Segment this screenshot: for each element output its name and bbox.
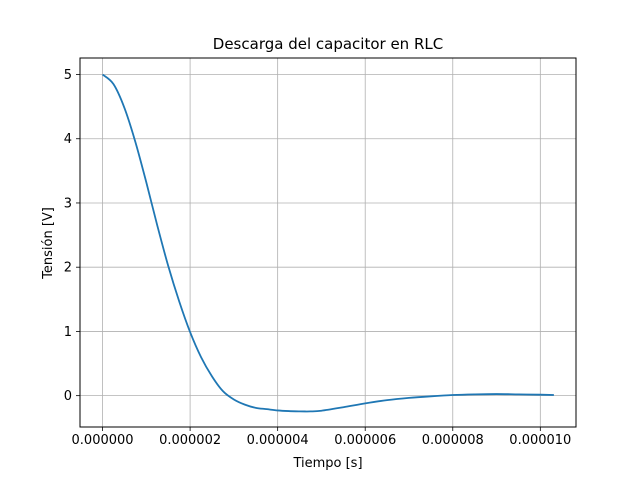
x-tick-label: 0.000008 — [422, 433, 484, 448]
series — [101, 73, 554, 413]
x-tick-label: 0.000010 — [509, 433, 571, 448]
y-axis-label: Tensión [V] — [41, 207, 56, 280]
y-tick-label: 1 — [64, 325, 72, 340]
y-tick-label: 0 — [64, 389, 72, 404]
axis-ticks: 0.000000 0.000002 0.000004 0.000006 0.000008… — [64, 68, 572, 448]
x-tick-label: 0.000006 — [334, 433, 396, 448]
series-line — [101, 73, 554, 413]
plot-frame — [79, 57, 577, 428]
y-tick-label: 5 — [64, 68, 72, 83]
x-tick-label: 0.000000 — [72, 433, 134, 448]
grid — [80, 58, 576, 427]
y-tick-label: 2 — [64, 261, 72, 276]
y-tick-label: 4 — [64, 132, 72, 147]
y-tick-label: 3 — [64, 196, 72, 211]
chart-title: Descarga del capacitor en RLC — [213, 35, 443, 53]
x-tick-label: 0.000002 — [159, 433, 221, 448]
x-axis-label: Tiempo [s] — [292, 456, 362, 471]
x-tick-label: 0.000004 — [247, 433, 309, 448]
